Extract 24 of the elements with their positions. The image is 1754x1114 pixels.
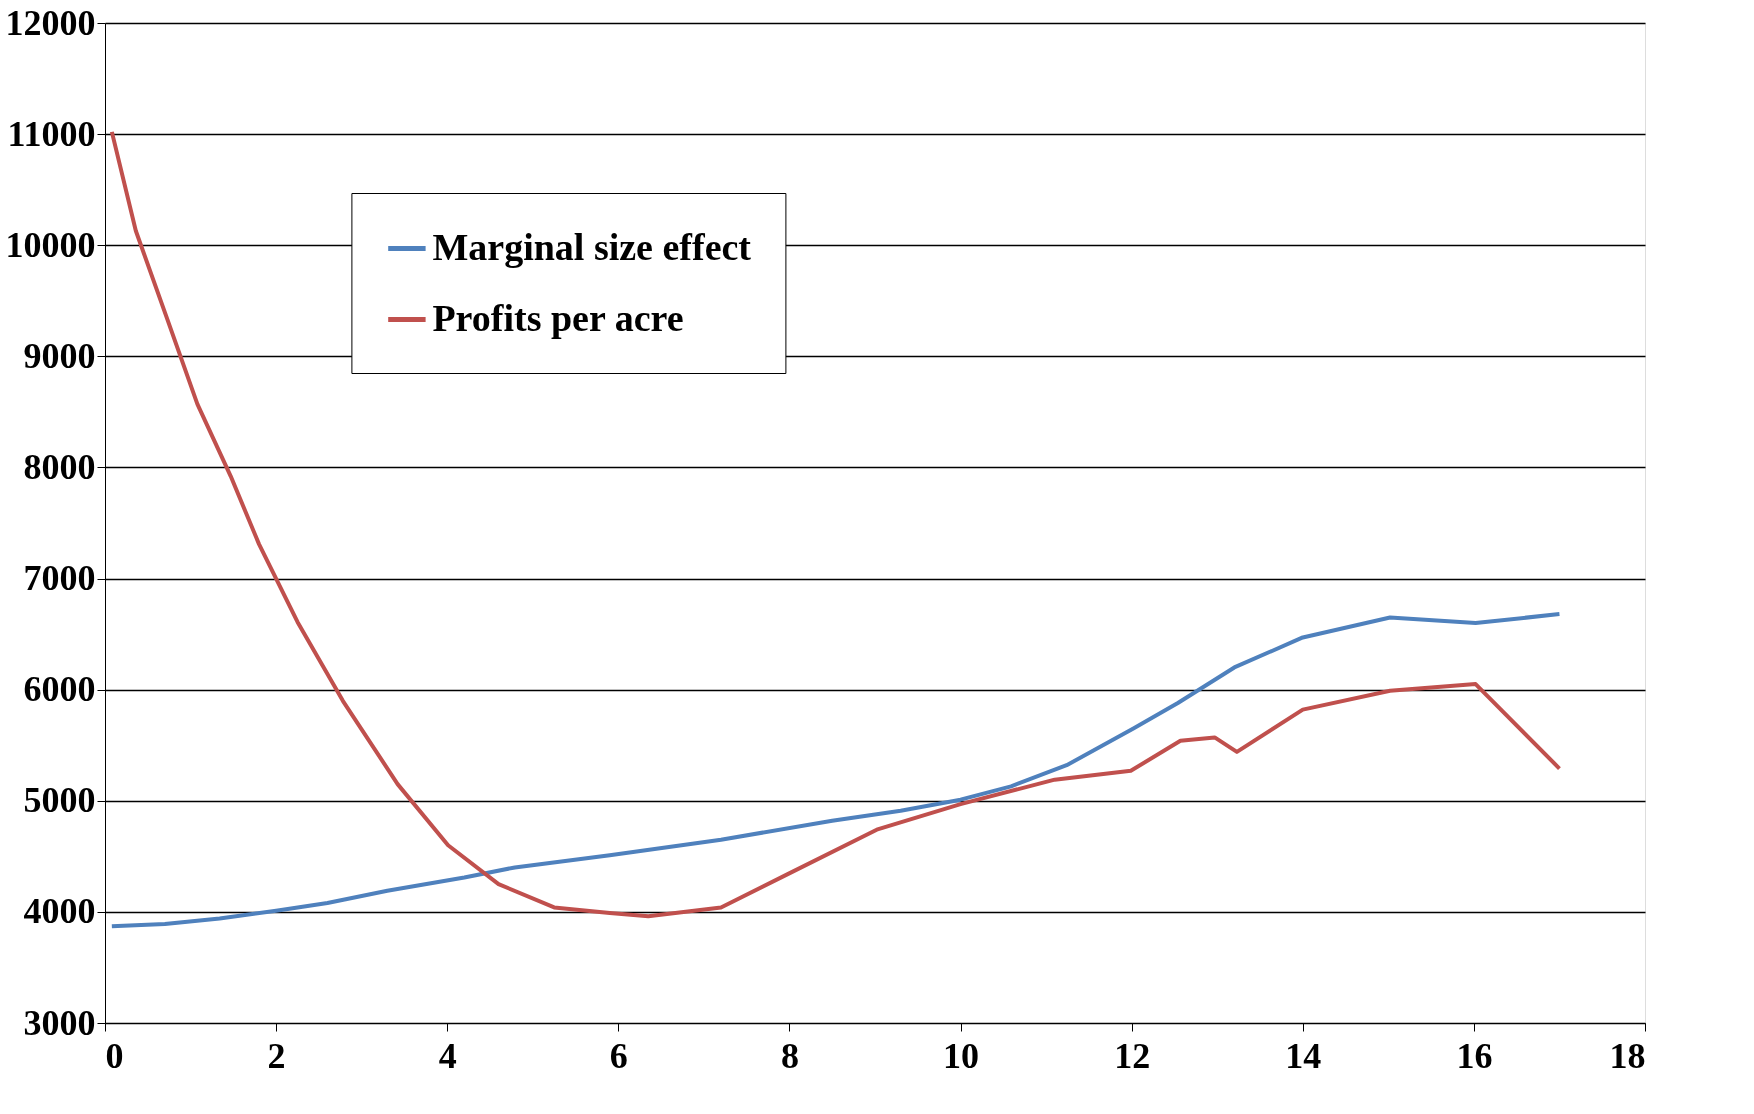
y-tick-label: 3000: [23, 1002, 96, 1043]
x-tick-label: 12: [1114, 1035, 1151, 1076]
y-tick-label: 6000: [23, 669, 96, 710]
y-tick-label: 7000: [23, 558, 96, 599]
x-tick-label: 16: [1456, 1035, 1493, 1076]
x-tick-label: 0: [105, 1035, 124, 1076]
x-tick-label: 4: [438, 1035, 457, 1076]
x-tick-label: 18: [1609, 1035, 1646, 1076]
y-tick-label: 4000: [23, 891, 96, 932]
x-tick-label: 6: [609, 1035, 628, 1076]
legend-label: Profits per acre: [432, 296, 684, 339]
y-tick-label: 11000: [7, 113, 96, 154]
x-tick-label: 2: [267, 1035, 286, 1076]
x-tick-label: 14: [1285, 1035, 1322, 1076]
x-tick-label: 10: [943, 1035, 980, 1076]
line-series: [109, 612, 1562, 929]
y-tick-label: 5000: [23, 780, 96, 821]
y-tick-label: 9000: [23, 335, 96, 376]
y-tick-label: 8000: [23, 446, 96, 487]
legend-label: Marginal size effect: [432, 225, 752, 268]
line-series: [109, 129, 1562, 919]
y-tick-label: 12000: [5, 2, 96, 43]
y-tick-label: 10000: [5, 224, 96, 265]
x-tick-label: 8: [780, 1035, 799, 1076]
